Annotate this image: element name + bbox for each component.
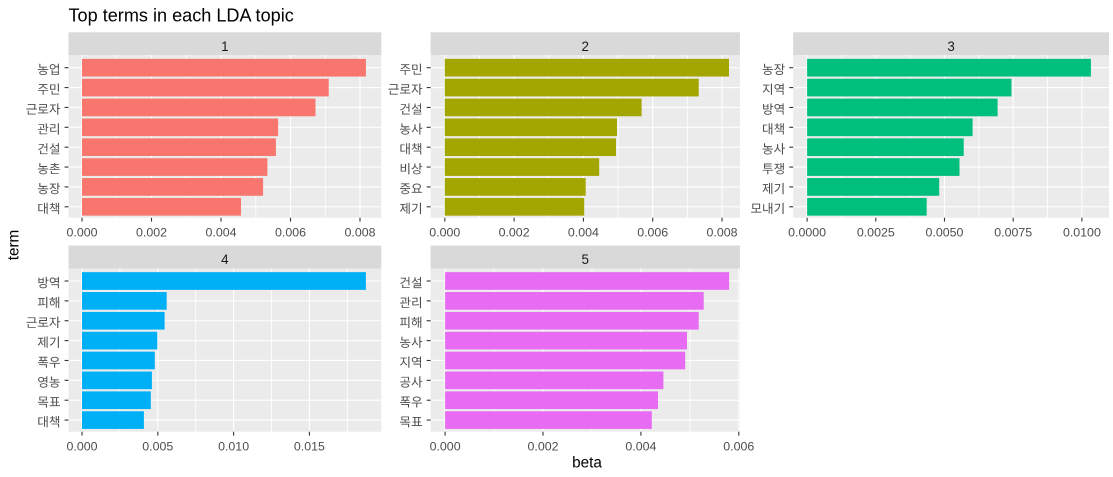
svg-text:0.004: 0.004 bbox=[625, 440, 656, 454]
svg-text:0.002: 0.002 bbox=[499, 226, 530, 240]
svg-text:0.000: 0.000 bbox=[66, 440, 97, 454]
svg-text:2: 2 bbox=[581, 39, 588, 54]
svg-text:0.000: 0.000 bbox=[430, 440, 461, 454]
svg-text:0.0075: 0.0075 bbox=[994, 226, 1032, 240]
svg-text:0.006: 0.006 bbox=[637, 226, 668, 240]
svg-text:0.008: 0.008 bbox=[706, 226, 737, 240]
svg-text:0.002: 0.002 bbox=[527, 440, 558, 454]
svg-text:0.008: 0.008 bbox=[344, 226, 375, 240]
svg-text:0.006: 0.006 bbox=[275, 226, 306, 240]
svg-text:0.002: 0.002 bbox=[136, 226, 167, 240]
svg-text:0.015: 0.015 bbox=[294, 440, 325, 454]
svg-text:term: term bbox=[6, 230, 23, 261]
svg-text:0.004: 0.004 bbox=[568, 226, 599, 240]
svg-text:0.004: 0.004 bbox=[205, 226, 236, 240]
svg-text:Top terms in each LDA topic: Top terms in each LDA topic bbox=[69, 6, 294, 26]
svg-text:0.000: 0.000 bbox=[66, 226, 97, 240]
svg-text:0.006: 0.006 bbox=[723, 440, 754, 454]
svg-text:4: 4 bbox=[221, 252, 229, 267]
svg-text:1: 1 bbox=[221, 39, 228, 54]
svg-text:0.010: 0.010 bbox=[218, 440, 249, 454]
svg-text:3: 3 bbox=[947, 39, 954, 54]
svg-text:5: 5 bbox=[581, 252, 588, 267]
svg-text:0.0025: 0.0025 bbox=[857, 226, 895, 240]
svg-text:0.0000: 0.0000 bbox=[788, 226, 826, 240]
svg-text:0.005: 0.005 bbox=[142, 440, 173, 454]
svg-text:0.000: 0.000 bbox=[429, 226, 460, 240]
svg-text:0.0050: 0.0050 bbox=[926, 226, 964, 240]
svg-text:0.0100: 0.0100 bbox=[1063, 226, 1101, 240]
svg-text:beta: beta bbox=[572, 454, 602, 471]
